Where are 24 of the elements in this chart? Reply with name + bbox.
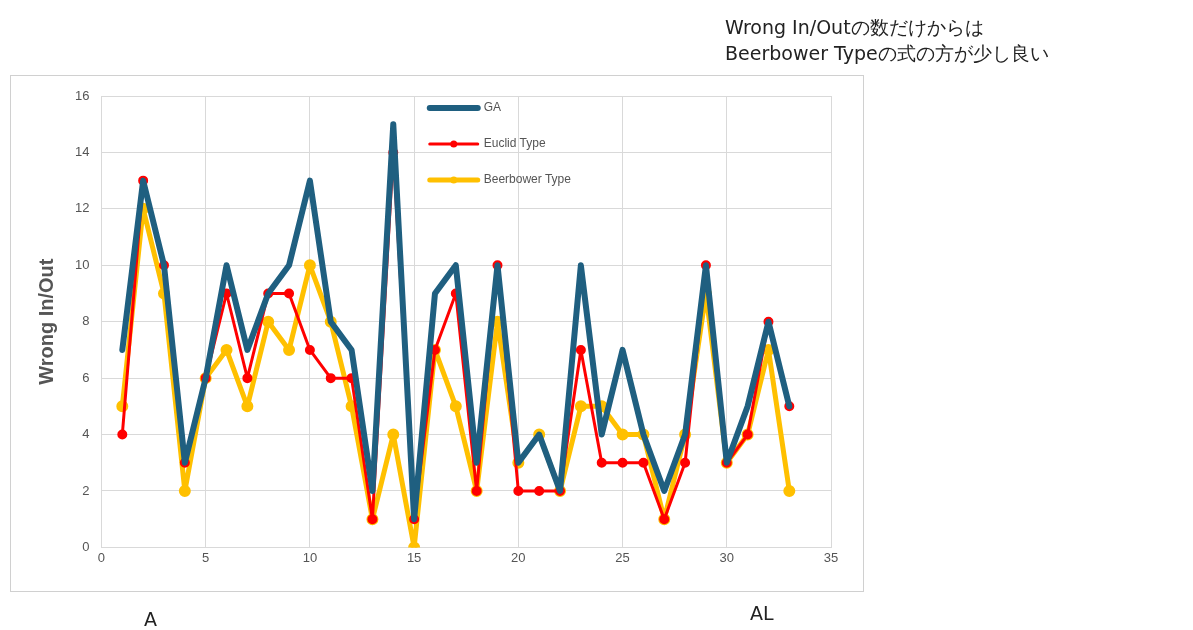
x-tick-label: 5 bbox=[202, 549, 210, 565]
y-tick-label: 8 bbox=[82, 313, 90, 329]
text: A bbox=[144, 608, 157, 630]
x-tick-label: 25 bbox=[615, 549, 630, 565]
y-tick-label: 12 bbox=[74, 200, 90, 216]
text: AL bbox=[750, 602, 774, 624]
x-tick-label: 35 bbox=[823, 549, 839, 565]
x-tick-label: 15 bbox=[406, 549, 422, 565]
legend-label: Beerbower Type bbox=[483, 172, 572, 187]
y-tick-label: 0 bbox=[82, 538, 90, 554]
x-tick-label: 30 bbox=[719, 549, 735, 565]
legend-label: GA bbox=[483, 100, 502, 115]
legend-label: Euclid Type bbox=[483, 136, 546, 151]
x-tick-label: 0 bbox=[97, 549, 106, 565]
y-tick-label: 14 bbox=[74, 144, 90, 159]
y-axis-title: Wrong In/Out bbox=[34, 258, 57, 385]
text: Wrong In/Outの数だけからは Beerbower Typeの式の方が少し良い bbox=[725, 15, 1049, 66]
y-tick-label: 6 bbox=[82, 369, 90, 385]
y-tick-label: 4 bbox=[82, 426, 90, 442]
y-tick-label: 2 bbox=[82, 482, 90, 498]
x-tick-label: 10 bbox=[302, 549, 318, 565]
x-tick-label: 20 bbox=[511, 549, 526, 565]
y-tick-label: 10 bbox=[74, 256, 90, 272]
y-tick-label: 16 bbox=[74, 87, 90, 103]
